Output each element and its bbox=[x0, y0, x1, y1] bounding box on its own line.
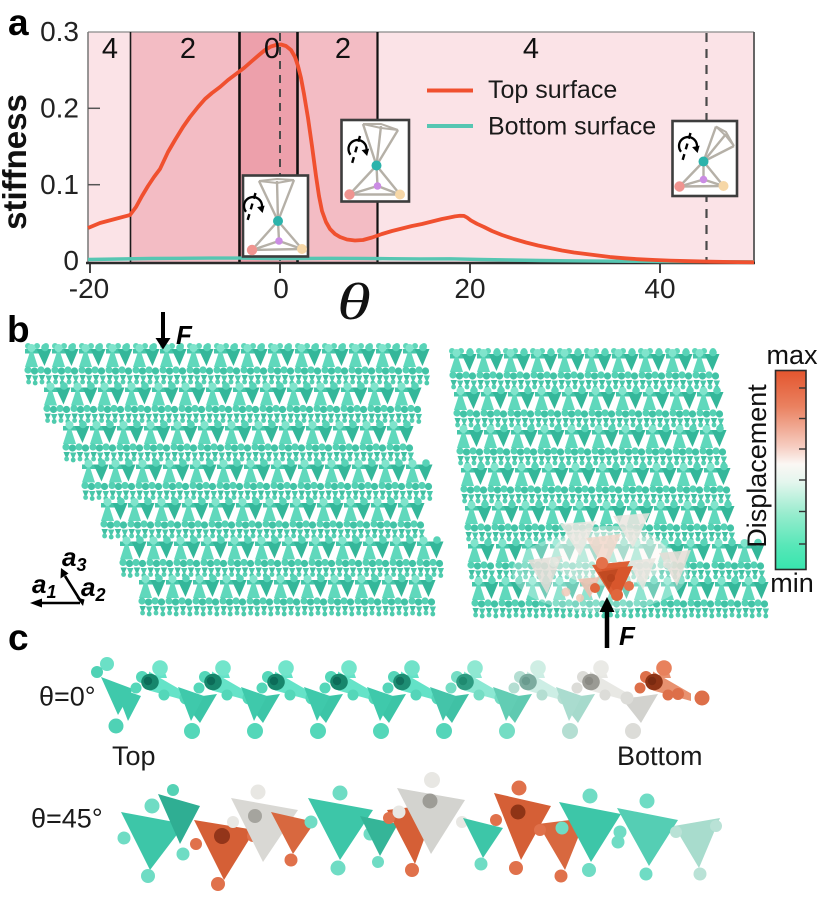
svg-text:0.2: 0.2 bbox=[40, 93, 79, 124]
svg-text:0: 0 bbox=[264, 33, 280, 65]
svg-text:0: 0 bbox=[63, 245, 79, 276]
svg-text:Top: Top bbox=[112, 741, 156, 771]
svg-text:F: F bbox=[619, 621, 636, 651]
svg-text:b: b bbox=[7, 309, 30, 350]
svg-text:Top surface: Top surface bbox=[488, 76, 617, 104]
svg-text:c: c bbox=[8, 617, 29, 658]
svg-text:4: 4 bbox=[523, 33, 539, 65]
svg-text:Displacement: Displacement bbox=[742, 384, 772, 548]
svg-text:θ=45°: θ=45° bbox=[31, 804, 103, 834]
svg-text:max: max bbox=[766, 340, 818, 370]
svg-text:2: 2 bbox=[180, 33, 196, 65]
svg-text:Bottom: Bottom bbox=[617, 741, 703, 771]
svg-text:a: a bbox=[8, 2, 29, 43]
svg-text:Bottom surface: Bottom surface bbox=[488, 113, 656, 141]
svg-text:20: 20 bbox=[454, 273, 485, 304]
svg-text:0: 0 bbox=[273, 273, 289, 304]
svg-text:F: F bbox=[176, 320, 193, 350]
svg-text:40: 40 bbox=[644, 273, 675, 304]
svg-text:θ=0°: θ=0° bbox=[39, 682, 96, 712]
svg-text:0.3: 0.3 bbox=[40, 16, 79, 47]
svg-text:0.1: 0.1 bbox=[40, 169, 79, 200]
svg-text:4: 4 bbox=[102, 33, 118, 65]
svg-text:-20: -20 bbox=[69, 273, 109, 304]
svg-text:θ: θ bbox=[337, 274, 371, 331]
svg-text:stiffness: stiffness bbox=[0, 94, 33, 230]
svg-text:min: min bbox=[770, 568, 814, 598]
svg-text:2: 2 bbox=[335, 33, 351, 65]
